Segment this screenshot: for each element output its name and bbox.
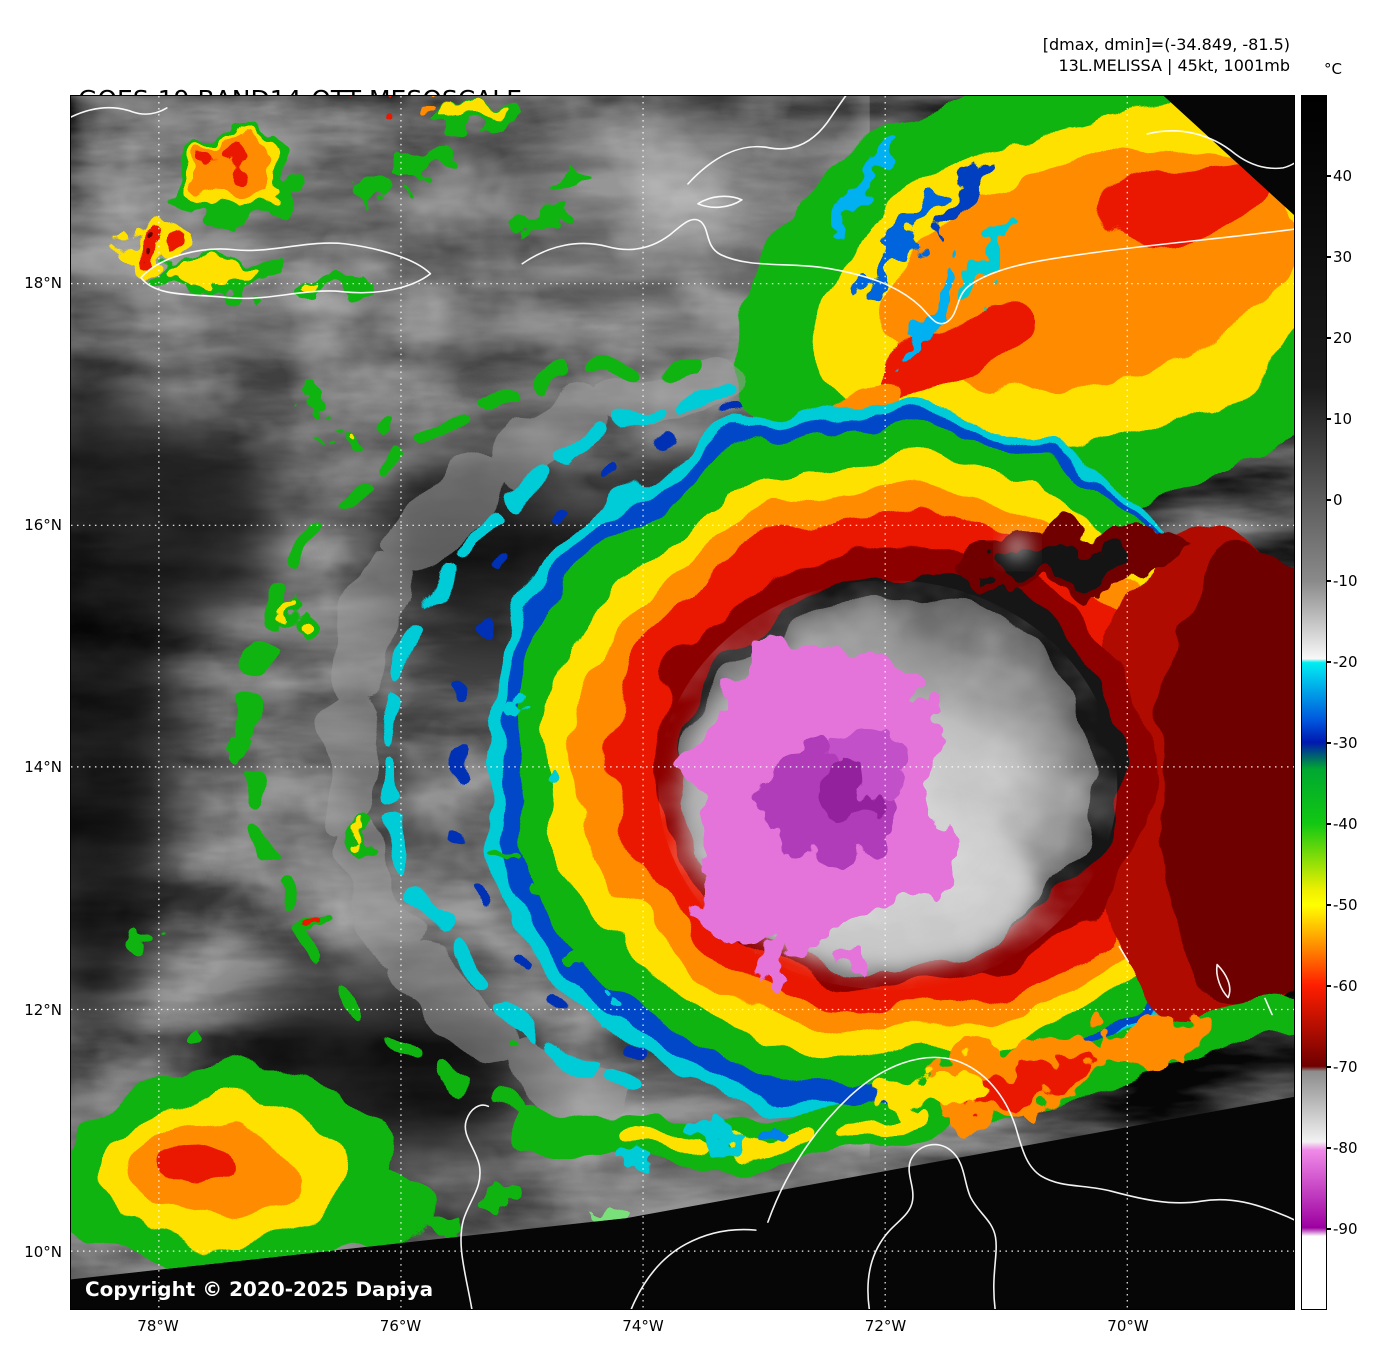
coastline-colombia	[460, 1104, 490, 1309]
colorbar-tick-mark	[1327, 823, 1331, 825]
lon-label: 78°W	[137, 1317, 179, 1335]
lat-label: 14°N	[24, 758, 62, 777]
graticule	[71, 96, 1294, 1309]
coastline-cuba	[71, 106, 168, 118]
colorbar-tick-label: -30	[1333, 734, 1358, 752]
colorbar-tick-mark	[1327, 175, 1331, 177]
colorbar-tick-label: -50	[1333, 896, 1358, 914]
colorbar-tick-label: 10	[1333, 410, 1353, 428]
colorbar-tick-mark	[1327, 742, 1331, 744]
map-plot-area: Copyright © 2020-2025 Dapiya	[70, 95, 1295, 1310]
southwest-convection	[71, 1070, 441, 1275]
colorbar-tick-mark	[1327, 499, 1331, 501]
colorbar-tick-mark	[1327, 418, 1331, 420]
storm-id-readout: 13L.MELISSA | 45kt, 1001mb	[1058, 56, 1290, 75]
coastline-colombia-east	[630, 1228, 757, 1309]
satellite-data-region	[71, 96, 1294, 1281]
coastline-jamaica	[140, 242, 432, 300]
lat-label: 12°N	[24, 1000, 62, 1019]
coastline-bonaire	[1264, 997, 1273, 1016]
colorbar-tick-label: 30	[1333, 248, 1353, 266]
colorbar-tick-mark	[1327, 904, 1331, 906]
south-band-cells	[615, 1013, 1203, 1166]
colorbar-tick-mark	[1327, 1066, 1331, 1068]
colorbar-tick-mark	[1327, 1228, 1331, 1230]
lon-label: 74°W	[622, 1317, 664, 1335]
west-spiral-band	[237, 355, 747, 1134]
colorbar-tick-label: 40	[1333, 167, 1353, 185]
scattered-storm-cells	[122, 96, 631, 1254]
colorbar-tick-label: -20	[1333, 653, 1358, 671]
colorbar-tick-mark	[1327, 337, 1331, 339]
storm-coldest-core	[689, 637, 965, 979]
lat-label: 16°N	[24, 516, 62, 535]
lat-label: 10°N	[24, 1242, 62, 1261]
coastline-curacao	[1215, 963, 1231, 999]
colorbar-tick-label: -80	[1333, 1139, 1358, 1157]
colorbar-tick-mark	[1327, 985, 1331, 987]
lat-label: 18°N	[24, 274, 62, 292]
lon-label: 72°W	[864, 1317, 907, 1335]
dmax-dmin-readout: [dmax, dmin]=(-34.849, -81.5)	[1042, 35, 1290, 54]
colorbar-tick-label: -10	[1333, 572, 1358, 590]
lon-label: 70°W	[1107, 1317, 1149, 1335]
colorbar-tick-label: 20	[1333, 329, 1353, 347]
small-cloud-dot	[1006, 536, 1029, 559]
colorbar	[1301, 95, 1327, 1310]
coastline-guajira-venezuela	[767, 1056, 1294, 1223]
satellite-image: Copyright © 2020-2025 Dapiya	[71, 96, 1294, 1309]
colorbar-tick-mark	[1327, 256, 1331, 258]
coastline-haiti-nw	[687, 96, 847, 185]
header-info: [dmax, dmin]=(-34.849, -81.5) 13L.MELISS…	[880, 34, 1290, 76]
colorbar-unit: °C	[1324, 60, 1342, 78]
north-feeder-streaks	[833, 137, 1016, 361]
colorbar-tick-mark	[1327, 580, 1331, 582]
colorbar-tick-label: -70	[1333, 1058, 1358, 1076]
colorbar-tick-label: -40	[1333, 815, 1358, 833]
coastline-hispaniola	[521, 218, 1294, 325]
coastline-hispaniola-ne	[1146, 130, 1294, 170]
colorbar-tick-label: 0	[1333, 491, 1343, 509]
colorbar-tick-mark	[1327, 1147, 1331, 1149]
colorbar-tick-mark	[1327, 661, 1331, 663]
copyright-text: Copyright © 2020-2025 Dapiya	[85, 1277, 433, 1301]
colorbar-tick-label: -60	[1333, 977, 1358, 995]
colorbar-tick-label: -90	[1333, 1220, 1358, 1238]
coastline-gonave	[697, 195, 743, 209]
lon-label: 76°W	[379, 1317, 422, 1335]
coastlines	[71, 96, 1294, 1309]
